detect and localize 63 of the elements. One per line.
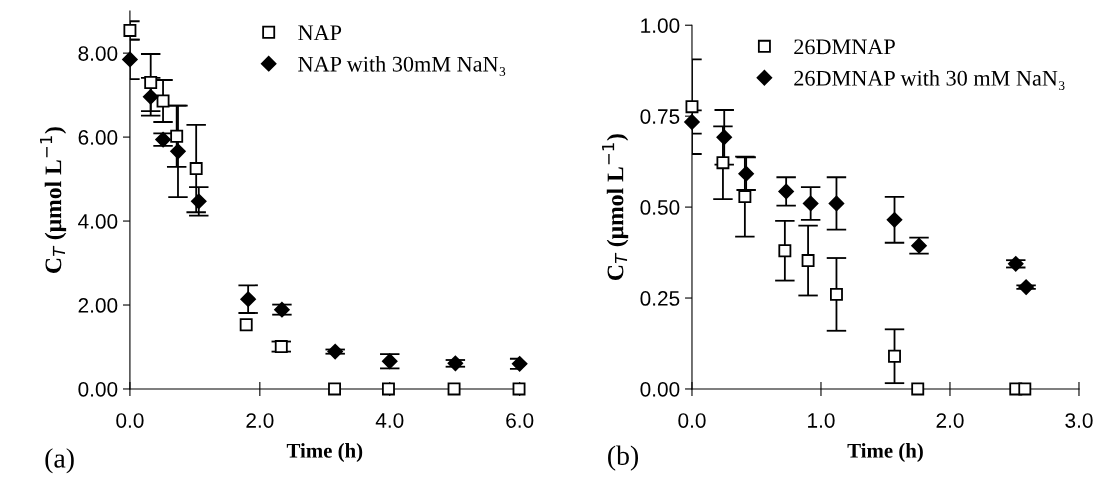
point: [684, 114, 700, 130]
point: [122, 51, 138, 68]
point: [144, 76, 158, 89]
y-tick-label: 0.50: [640, 200, 680, 215]
point: [381, 382, 395, 396]
point: [240, 291, 256, 307]
x-axis-title: Time (h): [286, 443, 363, 463]
point: [888, 349, 901, 363]
x-tick-label: 6.0: [506, 413, 534, 428]
y-axis-title: C$_{T}$ (μmol L$^{−1}$): [602, 134, 629, 280]
point: [511, 356, 528, 372]
text: (a): [45, 448, 74, 474]
x-tick-label: 4.0: [375, 413, 404, 428]
point: [778, 244, 792, 258]
point: [447, 355, 464, 372]
x-tick-label: 2.0: [246, 413, 274, 428]
point: [170, 143, 186, 160]
point: [1018, 382, 1032, 396]
point: [829, 287, 843, 301]
legend-label: 26DMNAP with 30 mM NaN₃: [794, 70, 1065, 91]
y-tick-label: 6.00: [78, 130, 118, 145]
point: [190, 193, 207, 210]
x-tick-label: 3.0: [1065, 413, 1093, 428]
point: [239, 318, 253, 332]
point: [802, 195, 819, 212]
point: [189, 162, 203, 176]
text: (b): [608, 445, 639, 471]
y-tick-label: 4.00: [78, 214, 118, 229]
x-tick-label: 0.0: [116, 413, 144, 428]
legend-label: NAP: [298, 25, 342, 41]
x-tick-label: 0.0: [678, 413, 706, 428]
legend-label: NAP with 30mM NaN₃: [298, 56, 506, 77]
point: [170, 129, 184, 143]
y-tick-label: 1.00: [641, 18, 680, 33]
point: [828, 195, 845, 212]
y-tick-label: 8.00: [78, 46, 118, 61]
point: [327, 343, 343, 360]
y-tick-label: 0.00: [78, 381, 118, 397]
point: [123, 24, 137, 37]
point: [685, 100, 699, 114]
point: [738, 165, 754, 182]
point: [886, 212, 903, 228]
point: [911, 382, 925, 396]
point: [801, 254, 815, 268]
point: [716, 156, 730, 170]
point: [156, 94, 170, 108]
legend-label: 26DMNAP: [794, 39, 895, 55]
y-axis-title: C$_{T}$ (μmol L$^{−1}$): [40, 127, 67, 273]
x-tick-label: 1.0: [808, 413, 835, 428]
point: [142, 89, 159, 105]
point: [1018, 279, 1034, 295]
y-tick-label: 0.25: [640, 291, 680, 306]
point: [328, 382, 341, 396]
y-tick-label: 0.75: [640, 109, 680, 124]
x-tick-label: 2.0: [936, 413, 964, 428]
x-axis-title: Time (h): [847, 443, 923, 463]
point: [447, 382, 461, 396]
point: [738, 190, 752, 204]
y-tick-label: 0.00: [640, 381, 680, 397]
y-tick-label: 2.00: [78, 298, 118, 313]
point: [778, 183, 794, 200]
point: [274, 340, 288, 354]
point: [716, 129, 733, 146]
